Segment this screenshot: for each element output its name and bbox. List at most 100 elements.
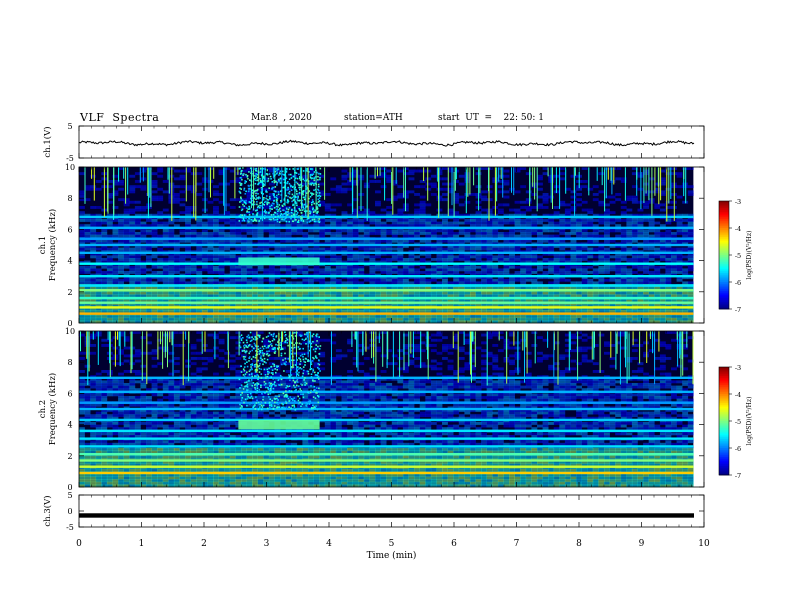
spectrogram-cell	[514, 200, 521, 204]
spectrogram-cell	[643, 260, 649, 264]
spectrogram-cell	[375, 278, 381, 282]
spectrogram-cell	[570, 224, 577, 228]
spectrogram-cell	[559, 229, 566, 233]
spectrogram-cell	[514, 245, 521, 248]
spectrogram-cell	[537, 245, 543, 248]
spectrogram-cell	[604, 291, 610, 295]
spectrogram-cell	[436, 291, 443, 295]
spectrogram-cell	[665, 247, 672, 251]
hiss-speckle	[291, 193, 294, 196]
spectrogram-cell	[576, 224, 582, 228]
spectrogram-cell	[570, 271, 577, 274]
spectrogram-cell	[358, 255, 365, 259]
spectrogram-cell	[486, 278, 493, 282]
spectrogram-cell	[386, 320, 393, 324]
spectrogram-cell	[168, 286, 175, 290]
spectrogram-cell	[643, 299, 649, 303]
spectrogram-cell	[285, 219, 292, 222]
spectrogram-cell	[665, 258, 672, 261]
spectrogram-cell	[402, 224, 409, 228]
spectrogram-cell	[302, 281, 309, 285]
spectrogram-cell	[419, 232, 426, 235]
spectrogram-cell	[676, 195, 683, 199]
spectrogram-cell	[425, 203, 432, 207]
spectrogram-cell	[414, 286, 420, 290]
spectrogram-cell	[263, 239, 270, 243]
spectrogram-cell	[604, 234, 610, 238]
spectrogram-cell	[637, 258, 644, 261]
spectrogram-cell	[481, 286, 487, 290]
spectrogram-cell	[151, 320, 158, 324]
spectrogram-cell	[308, 255, 314, 259]
spectrogram-cell	[386, 276, 393, 280]
spectrogram-cell	[375, 307, 381, 311]
spectrogram-cell	[229, 255, 236, 259]
spectrogram-cell	[369, 299, 376, 303]
spectrogram-cell	[514, 190, 521, 194]
spectrogram-cell	[335, 203, 342, 207]
spectrogram-cell	[492, 234, 499, 238]
spectrogram-cell	[386, 252, 393, 256]
hiss-speckle	[265, 189, 267, 192]
spectrogram-cell	[654, 252, 661, 256]
spectrogram-cell	[257, 245, 264, 248]
spectrogram-cell	[257, 172, 264, 176]
spectrogram-cell	[665, 317, 672, 321]
spectrogram-cell	[112, 271, 119, 274]
spectrogram-cell	[285, 299, 292, 303]
spectrogram-cell	[252, 307, 258, 311]
spectrogram-cell	[402, 232, 409, 235]
spectrogram-cell	[118, 252, 124, 256]
spectrogram-cell	[481, 315, 487, 319]
spectrogram-cell	[665, 255, 672, 259]
spectrogram-cell	[134, 252, 141, 256]
spectrogram-cell	[173, 195, 180, 199]
spectrogram-cell	[335, 315, 342, 319]
spectrogram-cell	[146, 307, 152, 311]
spectrogram-cell	[352, 232, 359, 235]
spectrogram-cell	[235, 265, 242, 269]
spectrogram-cell	[118, 278, 124, 282]
spectrogram-cell	[408, 239, 415, 243]
spectrogram-cell	[458, 213, 465, 217]
spectrogram-cell	[162, 276, 169, 280]
spectrogram-cell	[475, 219, 482, 222]
spectrogram-cell	[335, 265, 342, 269]
spectrogram-cell	[503, 213, 510, 217]
spectrogram-cell	[548, 315, 555, 319]
spectrogram-cell	[179, 310, 186, 313]
spectrogram-cell	[162, 252, 169, 256]
spectrogram-cell	[626, 299, 633, 303]
spectrogram-cell	[453, 255, 460, 259]
spectrogram-cell	[257, 315, 264, 319]
spectrogram-cell	[246, 247, 253, 251]
spectrogram-cell	[229, 271, 236, 274]
spectrogram-cell	[643, 315, 649, 319]
spectrogram-cell	[503, 291, 510, 295]
spectrogram-cell	[564, 299, 571, 303]
spectrogram-cell	[101, 258, 108, 261]
spectrogram-cell	[581, 278, 588, 282]
spectrogram-cell	[79, 224, 85, 228]
spectrogram-cell	[671, 271, 677, 274]
spectrogram-cell	[425, 281, 432, 285]
spectrogram-cell	[207, 268, 214, 272]
spectrogram-cell	[447, 307, 454, 311]
spectrogram-cell	[308, 307, 314, 311]
spectrogram-cell	[525, 276, 532, 280]
spectrogram-cell	[118, 234, 124, 238]
spectrogram-cell	[358, 219, 365, 222]
spectrogram-cell	[430, 234, 437, 238]
spectrogram-cell	[676, 317, 683, 321]
spectrogram-cell	[648, 278, 655, 282]
hiss-speckle	[273, 190, 276, 192]
hiss-speckle	[286, 213, 289, 216]
spectrogram-cell	[687, 255, 694, 259]
spectrogram-cell	[347, 247, 353, 251]
spectrogram-cell	[95, 317, 102, 321]
spectrogram-cell	[324, 291, 331, 295]
spectrogram-cell	[335, 185, 342, 189]
spectrogram-cell	[659, 180, 666, 183]
spectrogram-cell	[173, 200, 180, 204]
spectrogram-cell	[168, 307, 175, 311]
